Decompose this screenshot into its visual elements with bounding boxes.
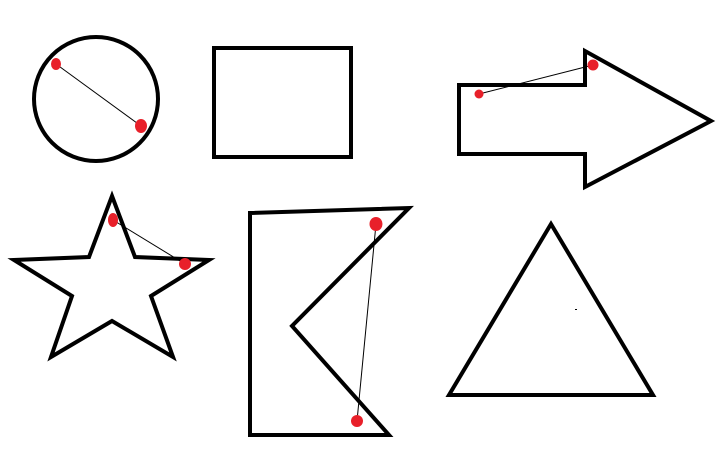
- circle-marker-end: [135, 119, 147, 133]
- triangle-shape: [445, 220, 657, 397]
- arrow-outline: [457, 47, 716, 191]
- arrow-shape: [457, 47, 716, 191]
- circle-shape: [32, 35, 160, 163]
- arrow-chord-line: [478, 64, 594, 95]
- circle-outline: [32, 35, 160, 163]
- star-marker-end: [179, 258, 191, 270]
- concave-polygon-outline: [248, 205, 414, 437]
- concave-polygon-marker-end: [351, 415, 363, 427]
- circle-marker-start: [51, 58, 61, 70]
- star-marker-start: [108, 213, 118, 227]
- rectangle-outline: [212, 46, 353, 159]
- star-shape: [7, 190, 216, 362]
- arrow-marker-start: [474, 89, 484, 99]
- concave-polygon-marker-start: [369, 217, 383, 231]
- concave-polygon-shape: [248, 205, 414, 437]
- arrow-marker-end: [587, 59, 599, 71]
- star-chord-line: [112, 219, 186, 265]
- circle-chord-line: [55, 63, 142, 127]
- triangle-stray-dot: [575, 309, 577, 310]
- rectangle-shape: [212, 46, 353, 159]
- concave-polygon-chord-line: [356, 223, 377, 422]
- triangle-outline: [445, 220, 657, 397]
